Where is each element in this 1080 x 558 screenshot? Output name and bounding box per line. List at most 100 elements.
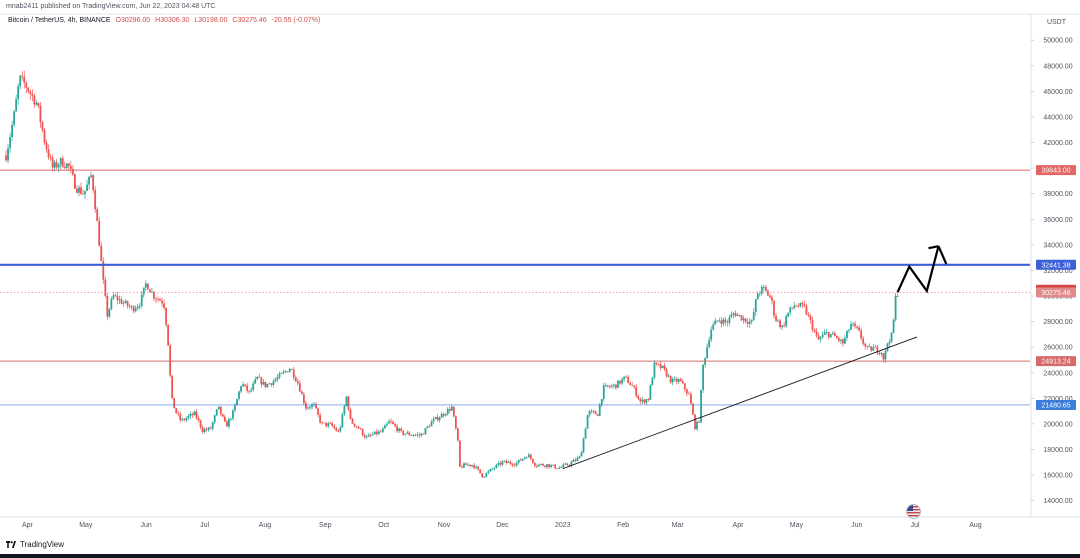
candle [552,464,555,466]
candle [781,325,784,331]
candle [315,402,317,410]
candle [793,301,796,310]
candle [29,89,32,100]
time-tick-label: Jun [141,522,152,529]
candle [400,427,403,433]
candle [892,318,895,334]
candle [566,462,569,466]
candle [801,300,804,309]
time-tick-label: Mar [672,522,685,529]
candle [600,398,603,407]
time-tick-label: Feb [617,522,629,529]
candle [228,417,230,429]
candle [734,310,737,318]
time-tick-label: Jul [911,522,920,529]
projection-arrow-barb [928,245,939,250]
price-level-value: 21480.65 [1041,402,1070,409]
candle [606,384,609,388]
candle [483,476,486,478]
tradingview-footer[interactable]: TradingView [6,540,64,549]
candle [846,330,848,341]
candle [402,430,405,436]
candle [165,307,167,328]
candle [124,299,127,304]
candle [80,182,82,196]
time-axis: Apr May Jun Jul Aug Sep Oct Nov Dec 2023 Feb Mar Apr… [22,522,982,529]
candle [355,426,358,429]
candle [732,311,735,319]
candle [86,179,88,192]
candle [300,390,303,395]
time-tick-label: May [79,522,93,529]
price-level-label: 24913.24 [1036,356,1076,367]
candle [523,456,526,460]
candle [698,420,700,424]
candle [578,455,581,460]
candle [542,463,544,467]
candle [351,417,354,425]
candle [373,431,376,435]
candle [404,433,407,437]
candle [602,382,605,402]
candle [775,313,777,323]
candle [339,425,342,433]
candle [787,312,790,318]
candle [175,407,178,414]
candle [392,420,394,425]
price-tick-label: 24000.00 [1043,370,1072,377]
candle [384,424,386,429]
candle [694,413,696,431]
candle [167,324,170,347]
candle [262,378,265,386]
candle [25,80,28,94]
candle [319,412,321,425]
candle [390,418,392,425]
candle [414,433,417,437]
candle [35,100,38,106]
candle [653,360,656,380]
candle [716,320,719,323]
candle [485,472,488,478]
candle [864,342,867,350]
candle [592,409,595,415]
candle [558,465,561,470]
candle [177,410,180,417]
candle [651,376,654,386]
tradingview-brand: TradingView [20,540,65,549]
candle [823,329,826,336]
candle [248,390,251,395]
candle [649,384,652,401]
price-level-value: 24913.24 [1041,359,1070,366]
candle [752,308,755,321]
candle [692,402,694,416]
candle [382,426,384,434]
price-tick-label: 18000.00 [1043,447,1072,454]
candle [886,342,889,353]
candle [550,463,553,469]
candle [45,139,48,154]
candle [724,316,727,326]
candle [769,294,771,299]
candle [363,433,366,439]
price-tick-label: 48000.00 [1043,63,1072,70]
candle [872,344,875,351]
us-flag-icon[interactable] [906,504,921,519]
candle [669,375,672,384]
candle [884,348,887,363]
candle [685,388,688,397]
candle [183,418,186,422]
candle [829,334,832,338]
candle [783,321,786,328]
time-tick-label: Nov [438,522,451,529]
symbol-name[interactable]: Bitcoin / TetherUS, 4h, BINANCE [8,17,111,24]
candle [854,320,856,329]
price-tick-label: 46000.00 [1043,89,1072,96]
candle [858,325,861,332]
candle [590,409,593,414]
candle [428,424,431,428]
candle [203,427,206,434]
candle [762,284,765,292]
candle [96,206,99,222]
time-tick-label: May [790,522,804,529]
